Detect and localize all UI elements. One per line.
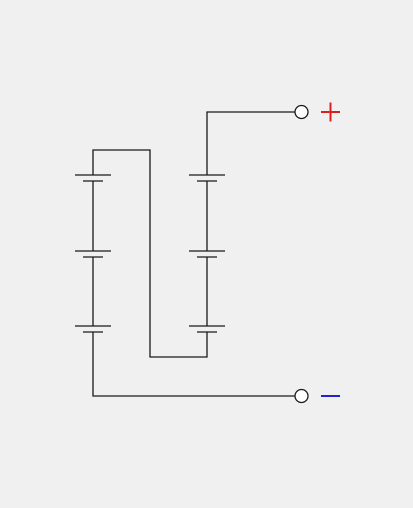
battery-cell (189, 174, 225, 182)
wire-positive-lead (206, 111, 295, 175)
battery-cell (75, 174, 111, 182)
wires (92, 111, 295, 397)
battery-cell (189, 250, 225, 258)
plus-sign-icon (321, 102, 340, 122)
battery-cell (75, 250, 111, 258)
negative-terminal (294, 388, 309, 404)
battery-cell (189, 325, 225, 333)
battery-cell (75, 325, 111, 333)
positive-terminal (294, 104, 309, 120)
wire-u-bend (92, 149, 208, 358)
wire-negative-lead (92, 332, 295, 397)
